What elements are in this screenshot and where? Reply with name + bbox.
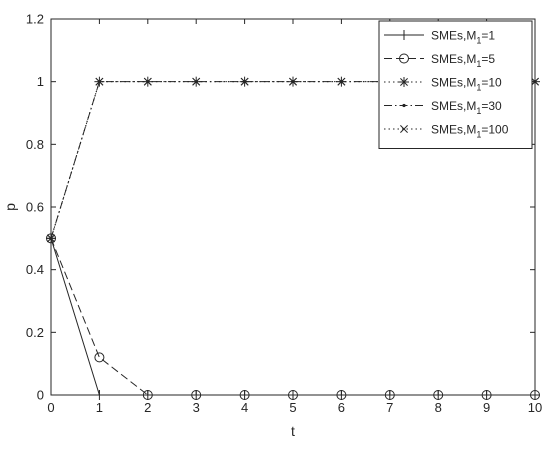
data-point (433, 390, 444, 400)
axis-ticks: 0 1 2 3 4 5 6 7 8 9 10 0 0.2 0.4 0.6 0.8 1 1.2 (26, 12, 542, 416)
x-tick-label: 2 (144, 400, 151, 415)
data-point (239, 390, 250, 400)
y-tick-label: 0 (37, 388, 44, 403)
data-point (289, 77, 297, 86)
x-tick-label: 8 (435, 400, 442, 415)
series-line (50, 238, 535, 396)
legend-label: SMEs,M1=10 (431, 76, 502, 93)
x-tick-label: 6 (338, 400, 345, 415)
data-point (192, 77, 201, 86)
y-tick-label: 0.8 (26, 137, 44, 152)
legend-label-subscript: 1 (476, 36, 481, 46)
legend-label-subscript: 1 (476, 106, 481, 116)
data-point (239, 390, 250, 400)
legend-label-suffix: =1 (481, 29, 495, 43)
y-axis-label: p (2, 203, 18, 211)
data-point (95, 77, 104, 86)
legend-label-prefix: SMEs,M (431, 52, 476, 66)
data-point (384, 390, 395, 400)
data-point (337, 77, 346, 86)
legend-label-suffix: =10 (481, 76, 502, 90)
data-point (433, 390, 444, 400)
legend-label-subscript: 1 (476, 59, 481, 69)
legend-label-prefix: SMEs,M (431, 76, 476, 90)
data-point (384, 390, 395, 400)
legend-label-suffix: =100 (481, 123, 508, 137)
x-tick-label: 0 (47, 400, 54, 415)
legend-marker (399, 77, 409, 87)
data-point (530, 390, 540, 400)
data-point (142, 390, 153, 400)
legend-label-suffix: =5 (481, 52, 495, 66)
y-tick-label: 1.2 (26, 12, 44, 27)
legend-label-suffix: =30 (481, 99, 502, 113)
legend-marker (399, 53, 409, 64)
x-tick-label: 10 (528, 400, 542, 415)
y-tick-label: 0.4 (26, 262, 44, 277)
legend-label: SMEs,M1=1 (431, 29, 495, 46)
x-tick-label: 4 (241, 400, 248, 415)
legend-label-subscript: 1 (476, 83, 481, 93)
x-axis-label: t (291, 423, 295, 439)
data-point (191, 390, 202, 400)
legend-label-prefix: SMEs,M (431, 99, 476, 113)
legend-label-subscript: 1 (476, 130, 481, 140)
x-tick-label: 9 (483, 400, 490, 415)
legend-label-prefix: SMEs,M (431, 123, 476, 137)
legend: SMEs,M1=1SMEs,M1=5SMEs,M1=10SMEs,M1=30SM… (378, 20, 533, 149)
x-tick-label: 5 (289, 400, 296, 415)
data-point (240, 77, 249, 86)
legend-marker (402, 103, 406, 108)
legend-marker (400, 125, 408, 133)
legend-marker (399, 30, 409, 40)
data-point (288, 390, 298, 400)
data-point (530, 390, 540, 400)
data-point (94, 352, 105, 363)
data-point (336, 390, 347, 400)
legend-label-prefix: SMEs,M (431, 29, 476, 43)
x-tick-label: 7 (386, 400, 393, 415)
legend-label: SMEs,M1=5 (431, 52, 495, 69)
y-tick-label: 0.6 (26, 200, 44, 215)
legend-label: SMEs,M1=100 (431, 123, 509, 140)
data-point (143, 77, 152, 86)
data-point (481, 390, 492, 400)
data-point (142, 390, 153, 400)
data-point (47, 234, 55, 243)
y-tick-label: 0.2 (26, 325, 44, 340)
data-point (336, 390, 347, 400)
data-point (288, 390, 298, 400)
x-tick-label: 1 (96, 400, 103, 415)
data-point (531, 77, 539, 86)
data-point (94, 390, 105, 400)
y-tick-label: 1 (37, 74, 44, 89)
data-point (191, 390, 202, 400)
legend-label: SMEs,M1=30 (431, 99, 502, 116)
data-point (481, 390, 492, 400)
x-tick-label: 3 (193, 400, 200, 415)
